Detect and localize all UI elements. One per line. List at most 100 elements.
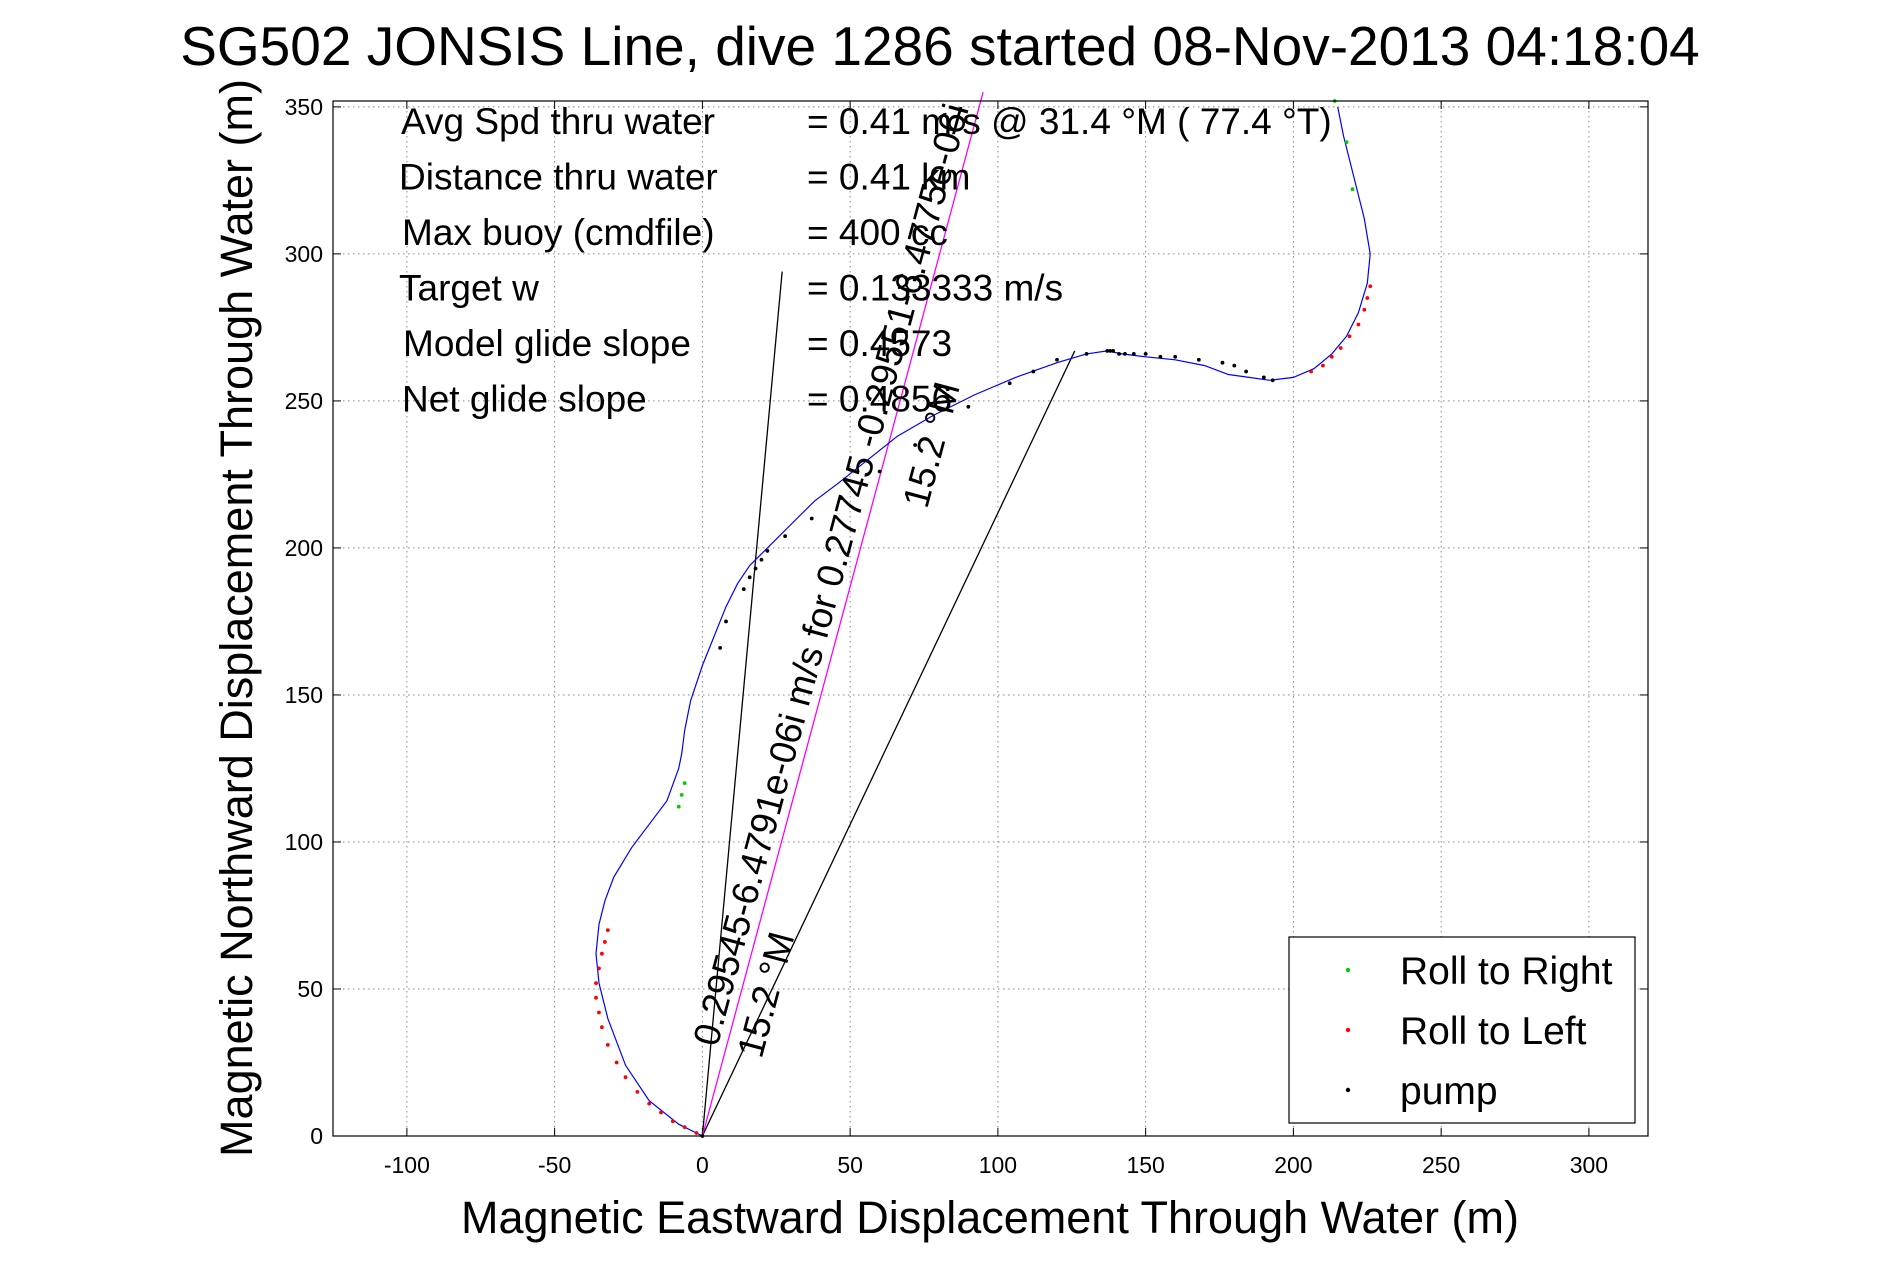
legend-marker [1345,1027,1351,1033]
y-tick-label: 50 [297,976,323,1002]
marker-pump [1196,357,1201,362]
marker-pump [1270,378,1275,383]
x-tick-label: -100 [384,1152,430,1178]
marker-roll-to-left [1347,334,1352,339]
marker-pump [1123,351,1127,356]
marker-roll-to-left [597,966,601,971]
marker-pump [1105,349,1110,353]
marker-roll-to-left [1365,296,1370,300]
x-tick-label: 300 [1570,1152,1608,1178]
legend: Roll to Right Roll to Left pump [1288,936,1636,1124]
marker-pump [724,619,728,624]
marker-roll-to-left [1321,363,1325,368]
x-tick-label: -50 [538,1152,571,1178]
marker-pump [1261,375,1266,380]
x-tick-label: 200 [1274,1152,1312,1178]
marker-roll-to-left [1362,307,1367,312]
legend-label: Roll to Right [1400,950,1613,993]
marker-roll-to-left [635,1089,640,1094]
marker-roll-to-left [1338,346,1343,350]
marker-roll-to-left [670,1119,675,1124]
stat-label: Max buoy (cmdfile) [402,212,715,253]
stat-label: Target w [399,268,539,309]
marker-pump [1007,381,1012,386]
marker-pump [1117,351,1121,356]
direction-line [701,271,783,1137]
x-tick-label: 50 [837,1152,863,1178]
marker-roll-to-right [1350,187,1355,192]
y-tick-label: 250 [285,388,323,414]
marker-pump [1131,351,1136,356]
marker-pump [1031,369,1036,374]
plot-area-frame [332,100,1649,1137]
stat-value: = 0.41 m/s @ 31.4 °M ( 77.4 °T) [807,101,1332,142]
marker-pump [741,587,746,591]
legend-marker [1345,1087,1351,1093]
marker-roll-to-left [605,1042,610,1047]
marker-roll-to-left [614,1060,619,1065]
x-tick-label: 0 [696,1152,709,1178]
marker-pump [839,496,844,500]
marker-pump [1232,363,1237,368]
legend-label: pump [1400,1070,1498,1113]
marker-pump [718,646,723,650]
marker-roll-to-left [597,1010,601,1015]
y-tick-label: 200 [285,535,323,561]
legend-marker [1345,967,1351,973]
marker-roll-to-left [623,1075,628,1080]
x-tick-label: 250 [1422,1152,1460,1178]
marker-pump [1111,349,1116,353]
marker-roll-to-left [694,1131,699,1135]
marker-pump [753,566,758,571]
stat-value: = 0.4573 [807,323,952,364]
marker-roll-to-right [676,804,681,809]
x-tick-label: 100 [979,1152,1017,1178]
marker-roll-to-left [1356,322,1361,327]
x-axis-label: Magnetic Eastward Displacement Through W… [461,1192,1519,1243]
stats-block: Avg Spd thru water = 0.41 m/s @ 31.4 °M (… [399,101,1332,420]
marker-roll-to-left [605,928,610,933]
marker-roll-to-left [602,940,607,944]
stat-value: = 0.133333 m/s [807,268,1063,309]
y-tick-label: 0 [310,1123,323,1149]
marker-roll-to-right [1344,140,1349,145]
marker-roll-to-left [1329,354,1334,359]
marker-roll-to-left [647,1101,652,1106]
marker-pump [1158,354,1163,359]
marker-pump [913,443,918,447]
direction-line [701,350,1076,1137]
marker-pump [1220,360,1225,365]
direction-line [701,92,984,1137]
marker-pump [747,575,752,580]
marker-roll-to-left [594,981,598,986]
marker-pump [1084,351,1089,356]
stat-value: = 400 cc [807,212,948,253]
marker-pump [1108,349,1113,353]
legend-label: Roll to Left [1400,1010,1587,1053]
stat-value: = 0.41 km [807,157,971,198]
plot-lines [595,92,1371,1137]
marker-roll-to-left [1368,284,1373,289]
y-tick-label: 150 [285,682,323,708]
marker-roll-to-left [594,995,598,1000]
marker-roll-to-right [682,781,687,786]
marker-pump [877,469,882,474]
marker-roll-to-right [679,793,684,797]
track-line [595,106,1371,1137]
marker-pump [1244,369,1249,374]
marker-roll-to-left [600,951,604,956]
chart-title: SG502 JONSIS Line, dive 1286 started 08-… [180,15,1700,77]
marker-pump [809,516,814,521]
stat-label: Model glide slope [403,323,691,364]
marker-pump [1055,357,1059,362]
axis-ticks: -100 -50 0 50 100 150 200 250 300 0 50 100 150 200 250… [285,94,1648,1178]
marker-pump [1143,351,1148,356]
stat-label: Net glide slope [402,379,647,420]
marker-pump [966,404,971,409]
marker-pump [765,548,770,553]
y-tick-label: 100 [285,829,323,855]
y-axis-label: Magnetic Northward Displacement Through … [211,79,262,1157]
stat-value: = 0.4856 [807,379,952,420]
marker-pump [1173,354,1178,359]
